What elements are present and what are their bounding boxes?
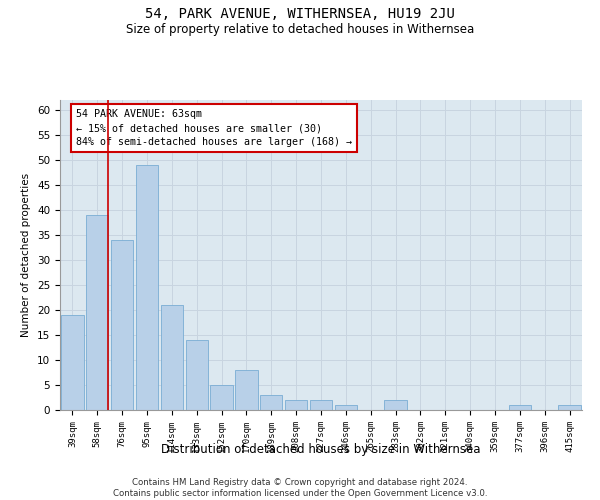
- Bar: [235, 370, 257, 410]
- Bar: [86, 215, 109, 410]
- Text: 54, PARK AVENUE, WITHERNSEA, HU19 2JU: 54, PARK AVENUE, WITHERNSEA, HU19 2JU: [145, 8, 455, 22]
- Bar: [185, 340, 208, 410]
- Bar: [111, 240, 133, 410]
- Bar: [285, 400, 307, 410]
- Text: Contains HM Land Registry data © Crown copyright and database right 2024.
Contai: Contains HM Land Registry data © Crown c…: [113, 478, 487, 498]
- Text: Distribution of detached houses by size in Withernsea: Distribution of detached houses by size …: [161, 442, 481, 456]
- Bar: [136, 165, 158, 410]
- Bar: [310, 400, 332, 410]
- Bar: [335, 405, 357, 410]
- Bar: [61, 315, 83, 410]
- Bar: [211, 385, 233, 410]
- Y-axis label: Number of detached properties: Number of detached properties: [22, 173, 31, 337]
- Bar: [260, 395, 283, 410]
- Text: Size of property relative to detached houses in Withernsea: Size of property relative to detached ho…: [126, 22, 474, 36]
- Text: 54 PARK AVENUE: 63sqm
← 15% of detached houses are smaller (30)
84% of semi-deta: 54 PARK AVENUE: 63sqm ← 15% of detached …: [76, 110, 352, 148]
- Bar: [161, 305, 183, 410]
- Bar: [385, 400, 407, 410]
- Bar: [509, 405, 531, 410]
- Bar: [559, 405, 581, 410]
